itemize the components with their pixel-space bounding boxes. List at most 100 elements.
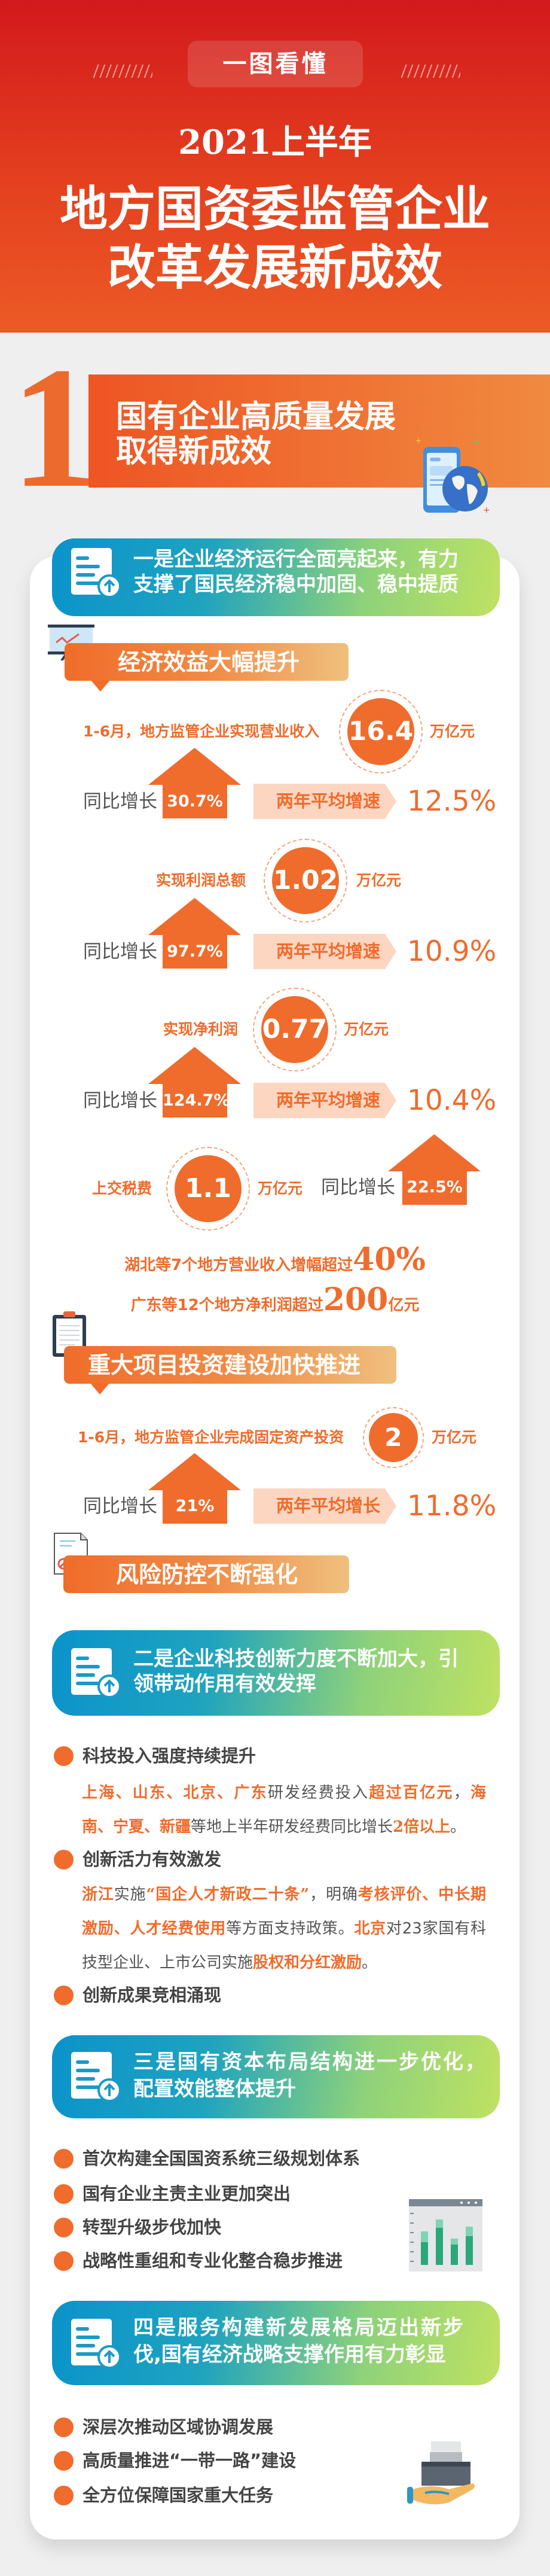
heading-pointer	[90, 1383, 109, 1394]
investment-ring	[363, 1407, 424, 1468]
banner-3-line-1: 三是国有资本布局结构进一步优化，	[133, 2050, 487, 2074]
bullet-dot	[54, 1746, 74, 1766]
service-item-3: 全方位保障国家重大任务	[82, 2485, 274, 2505]
tax-unit: 万亿元	[258, 1180, 303, 1197]
body-text: 等方面支持政策。	[226, 1920, 355, 1938]
highlighted-text: 股权和分红激励	[253, 1954, 362, 1972]
banner-4-line-2: 伐,国有经济战略支撑作用有力彰显	[133, 2343, 446, 2367]
banner-1-line-1: 一是企业经济运行全面亮起来，有力	[133, 547, 459, 571]
highlighted-text: 2倍以上	[393, 1818, 451, 1836]
document-upload-icon	[71, 1648, 121, 1698]
bullet-dot	[54, 2451, 74, 2471]
body-text: ，明确	[309, 1886, 358, 1904]
header-year: 2021上半年	[178, 123, 372, 162]
metric-ring	[339, 690, 423, 774]
metric-yoy-label: 同比增长	[83, 941, 157, 963]
metric-value: 16.4	[347, 698, 414, 765]
highlight-1-number: 40%	[353, 1241, 426, 1278]
banner-2-line-2: 领带动作用有效发挥	[133, 1672, 316, 1696]
body-text: ，	[453, 1784, 470, 1802]
body-text: 。	[450, 1818, 466, 1836]
heading-investment-text: 重大项目投资建设加快推进	[88, 1351, 361, 1378]
banner-4-line-1: 四是服务构建新发展格局迈出新步	[133, 2316, 465, 2340]
arrow-up-icon	[388, 1134, 481, 1205]
body-text: 。	[362, 1954, 378, 1972]
tax-value: 1.1	[175, 1155, 242, 1222]
page-title-line-2: 改革发展新成效	[108, 240, 442, 296]
document-upload-icon	[71, 2319, 121, 2369]
heading-risk: 风险防控不断强化	[63, 1555, 349, 1593]
section-number: 1	[11, 331, 97, 523]
metric-label: 实现利润总额	[156, 872, 246, 889]
tax-ring	[166, 1147, 250, 1231]
highlighted-text: 北京	[354, 1920, 386, 1938]
heading-pointer	[91, 680, 110, 692]
highlighted-text: 浙江	[82, 1886, 114, 1904]
arrow-up-icon	[148, 748, 241, 818]
layout-item-3: 转型升级步伐加快	[82, 2217, 222, 2237]
service-item-1: 深层次推动区域协调发展	[82, 2417, 274, 2437]
investment-value: 2	[369, 1413, 418, 1462]
phone-globe-icon: + + +	[415, 436, 490, 515]
svg-text:+: +	[472, 437, 480, 448]
highlighted-text: 海南、宁夏、新疆	[82, 1784, 486, 1836]
bullet-dot	[54, 1850, 74, 1869]
metric-avg-label: 两年平均增速	[253, 1083, 396, 1118]
investment-avg-value: 11.8%	[407, 1490, 497, 1523]
arrow-up-icon	[148, 1047, 241, 1118]
highlighted-text: 超过百亿元	[369, 1784, 454, 1802]
investment-label: 1-6月，地方监管企业完成固定资产投资	[78, 1429, 344, 1446]
investment-avg-label: 两年平均增长	[253, 1488, 396, 1524]
highlight-2: 广东等12个地方净利润超过200亿元	[0, 1282, 550, 1318]
tax-label: 上交税费	[92, 1180, 152, 1197]
page-title-line-1: 地方国资委监管企业	[60, 181, 490, 237]
tech-item-3-title: 创新成果竞相涌现	[82, 1985, 222, 2005]
banner-2: 二是企业科技创新力度不断加大，引 领带动作用有效发挥	[52, 1630, 500, 1716]
bullet-dot	[54, 2417, 74, 2437]
document-upload-icon	[71, 548, 121, 598]
investment-yoy-value: 21%	[175, 1497, 215, 1515]
tax-yoy-label: 同比增长	[321, 1177, 395, 1198]
tech-item-2-body: 浙江实施“国企人才新政二十条”，明确考核评价、中长期激励、人才经费使用等方面支持…	[82, 1878, 486, 1980]
investment-unit: 万亿元	[432, 1429, 477, 1446]
banner-3-line-2: 配置效能整体提升	[133, 2077, 296, 2101]
metric-avg-label: 两年平均增速	[253, 784, 396, 819]
metric-unit: 万亿元	[356, 872, 402, 889]
bullet-dot	[54, 1986, 74, 2005]
service-item-2: 高质量推进“一带一路”建设	[82, 2450, 297, 2471]
heading-risk-text: 风险防控不断强化	[116, 1561, 298, 1588]
investment-yoy-label: 同比增长	[83, 1496, 157, 1517]
metric-yoy-label: 同比增长	[83, 791, 157, 812]
layout-item-1: 首次构建全国国资系统三级规划体系	[82, 2148, 360, 2169]
body-text: 实施	[114, 1886, 146, 1904]
arrow-up-icon	[148, 1453, 241, 1524]
banner-1: 一是企业经济运行全面亮起来，有力 支撑了国民经济稳中加固、稳中提质	[52, 538, 500, 616]
bullet-dot	[54, 2218, 74, 2237]
metric-avg-value: 10.4%	[407, 1084, 497, 1117]
highlight-2-text: 广东等12个地方净利润超过	[130, 1296, 323, 1314]
tech-item-1-body: 上海、山东、北京、广东研发经费投入超过百亿元，海南、宁夏、新疆等地上半年研发经费…	[82, 1776, 486, 1844]
metric-unit: 万亿元	[430, 723, 475, 740]
layout-item-2: 国有企业主责主业更加突出	[82, 2184, 291, 2204]
bullet-dot	[54, 2184, 74, 2204]
metric-ring	[264, 839, 347, 922]
heading-investment: 重大项目投资建设加快推进	[64, 1346, 396, 1394]
metric-avg-label: 两年平均增速	[253, 934, 396, 969]
highlighted-text: 考核评价、中长期激励、人才经费使用	[82, 1886, 486, 1938]
bullet-dot	[54, 2251, 74, 2271]
metric-value: 1.02	[272, 847, 339, 914]
metric-yoy-value: 30.7%	[167, 792, 223, 811]
banner-3: 三是国有资本布局结构进一步优化， 配置效能整体提升	[52, 2035, 500, 2118]
bar-chart-window-icon	[409, 2199, 482, 2271]
metric-label: 实现净利润	[163, 1021, 239, 1038]
bullet-dot	[54, 2486, 74, 2505]
metric-unit: 万亿元	[344, 1021, 389, 1038]
metric-avg-value: 12.5%	[407, 785, 497, 818]
metric-value: 0.77	[261, 996, 328, 1063]
metric-yoy-value: 124.7%	[163, 1091, 230, 1110]
layout-item-4: 战略性重组和专业化整合稳步推进	[82, 2251, 343, 2271]
section-title-line-1: 国有企业高质量发展	[116, 399, 396, 435]
highlight-2-number: 200	[323, 1281, 389, 1318]
hatch-decoration-right	[401, 65, 460, 78]
highlighted-text: 上海、山东、北京、广东	[82, 1784, 268, 1802]
